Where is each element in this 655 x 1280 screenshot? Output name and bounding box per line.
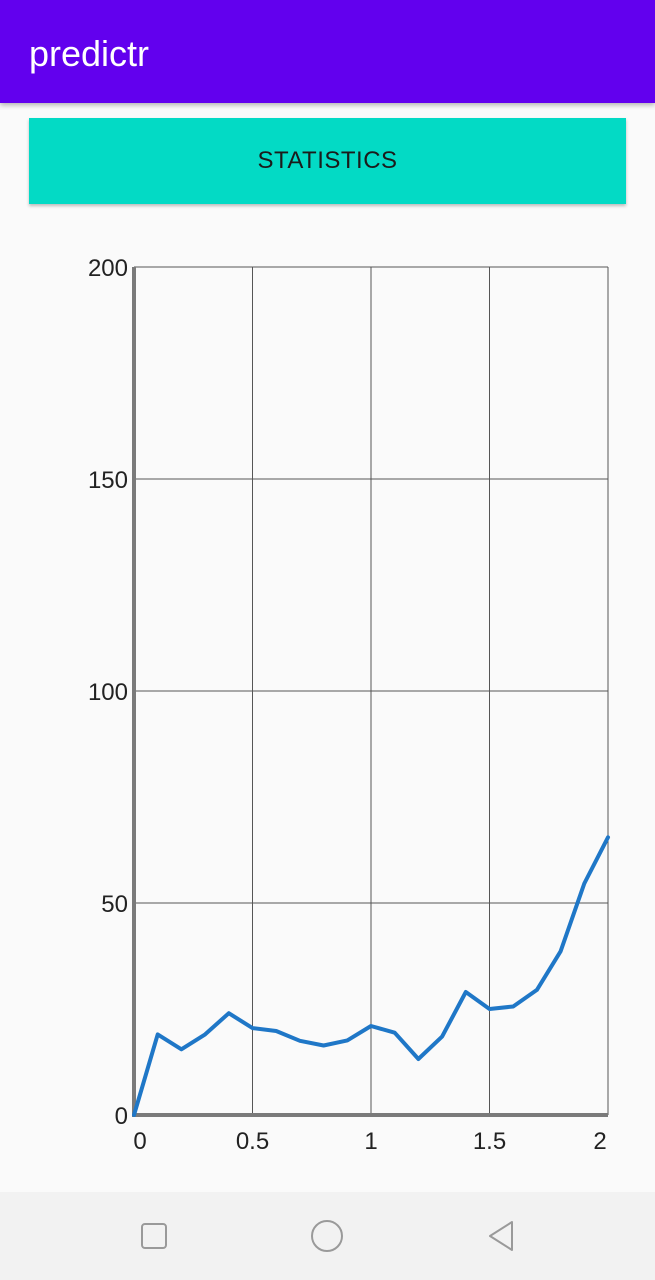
home-button[interactable] (297, 1206, 357, 1266)
app-bar: predictr (0, 0, 655, 103)
x-tick-label: 1.5 (473, 1128, 506, 1155)
y-tick-label: 100 (88, 679, 128, 706)
system-navigation-bar (0, 1192, 655, 1280)
square-icon (141, 1223, 167, 1249)
circle-icon (311, 1220, 343, 1252)
x-tick-label: 0.5 (236, 1128, 269, 1155)
statistics-button[interactable]: STATISTICS (29, 118, 626, 204)
x-tick-label: 0 (133, 1128, 146, 1155)
x-tick-label: 1 (364, 1128, 377, 1155)
y-tick-label: 150 (88, 467, 128, 494)
triangle-back-icon (489, 1221, 513, 1251)
back-button[interactable] (473, 1206, 533, 1266)
y-tick-label: 200 (88, 255, 128, 282)
y-tick-label: 50 (101, 891, 128, 918)
recents-button[interactable] (124, 1206, 184, 1266)
x-tick-label: 2 (593, 1128, 606, 1155)
line-chart: 0 50 100 150 200 0 0.5 1 1.5 2 (88, 255, 610, 1155)
y-tick-label: 0 (115, 1103, 128, 1130)
app-title: predictr (29, 33, 150, 74)
series-line (132, 835, 610, 1117)
